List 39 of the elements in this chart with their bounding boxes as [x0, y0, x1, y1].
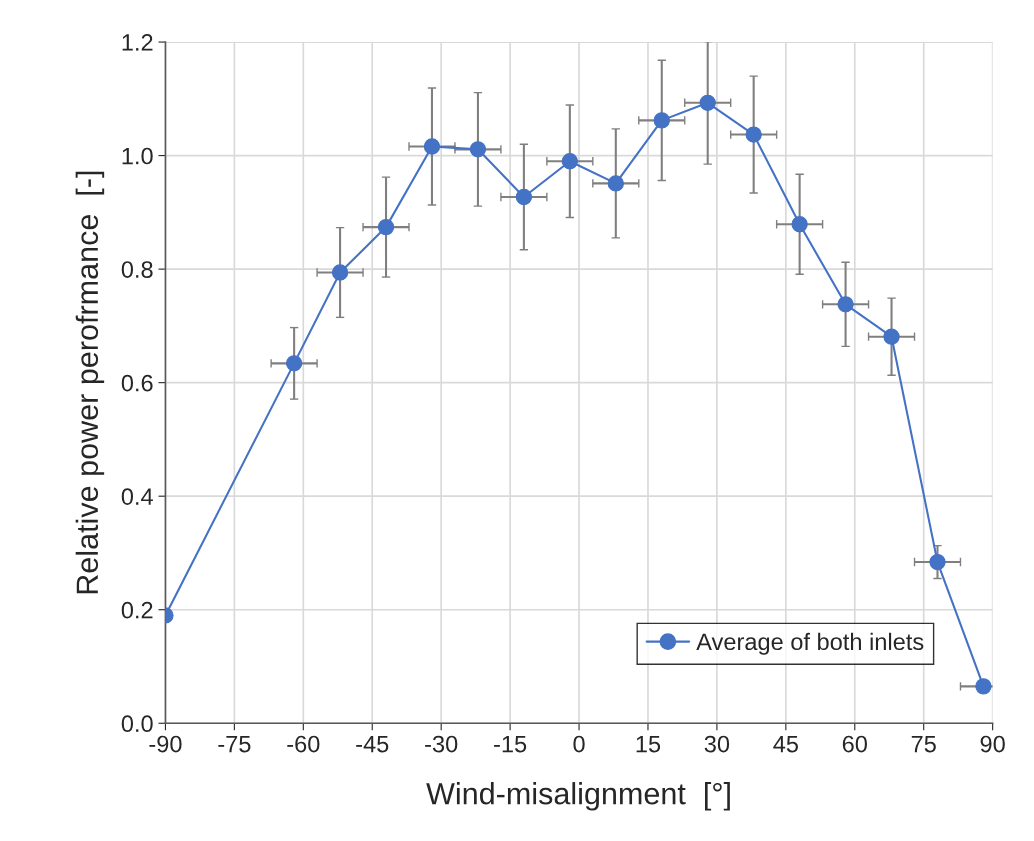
x-tick-label: 15 — [636, 735, 661, 753]
point — [653, 112, 670, 129]
point — [975, 678, 992, 695]
legend-label: Average of both inlets — [696, 632, 924, 655]
x-tick-label: 60 — [842, 735, 867, 753]
point — [469, 141, 487, 158]
point — [285, 355, 303, 372]
x-tick-label: -90 — [149, 735, 182, 753]
x-tick-label: -45 — [356, 735, 389, 753]
y-tick-label: 0.2 — [121, 601, 153, 619]
y-tick-label: 1.2 — [122, 34, 153, 51]
point — [837, 296, 854, 313]
point — [883, 328, 900, 345]
x-tick-label: -60 — [287, 735, 320, 753]
y-axis-title: Relative power perofrmance [-] — [75, 171, 105, 594]
point — [791, 216, 808, 233]
point — [377, 218, 395, 236]
y-tick-label: 0.0 — [121, 715, 153, 733]
point — [561, 153, 579, 170]
x-axis-title: Wind-misalignment [°] — [426, 782, 730, 811]
point — [331, 264, 349, 281]
y-tick-label: 0.6 — [121, 374, 153, 392]
x-tick-label: 45 — [773, 735, 798, 753]
y-tick-label: 0.8 — [121, 261, 153, 278]
point — [423, 138, 441, 155]
x-tick-label: -30 — [425, 735, 458, 753]
point — [699, 94, 716, 111]
y-tick-label: 1.0 — [122, 147, 153, 165]
x-tick-label: 75 — [911, 735, 936, 753]
point — [745, 126, 762, 143]
x-tick-label: -15 — [494, 735, 527, 753]
x-tick-label: 90 — [980, 735, 1005, 753]
x-tick-label: 30 — [704, 735, 730, 753]
point — [607, 175, 624, 192]
x-tick-label: 0 — [573, 735, 585, 753]
x-tick-label: -75 — [218, 735, 251, 753]
point — [929, 553, 946, 571]
y-tick-label: 0.4 — [121, 488, 153, 505]
point — [515, 188, 533, 206]
